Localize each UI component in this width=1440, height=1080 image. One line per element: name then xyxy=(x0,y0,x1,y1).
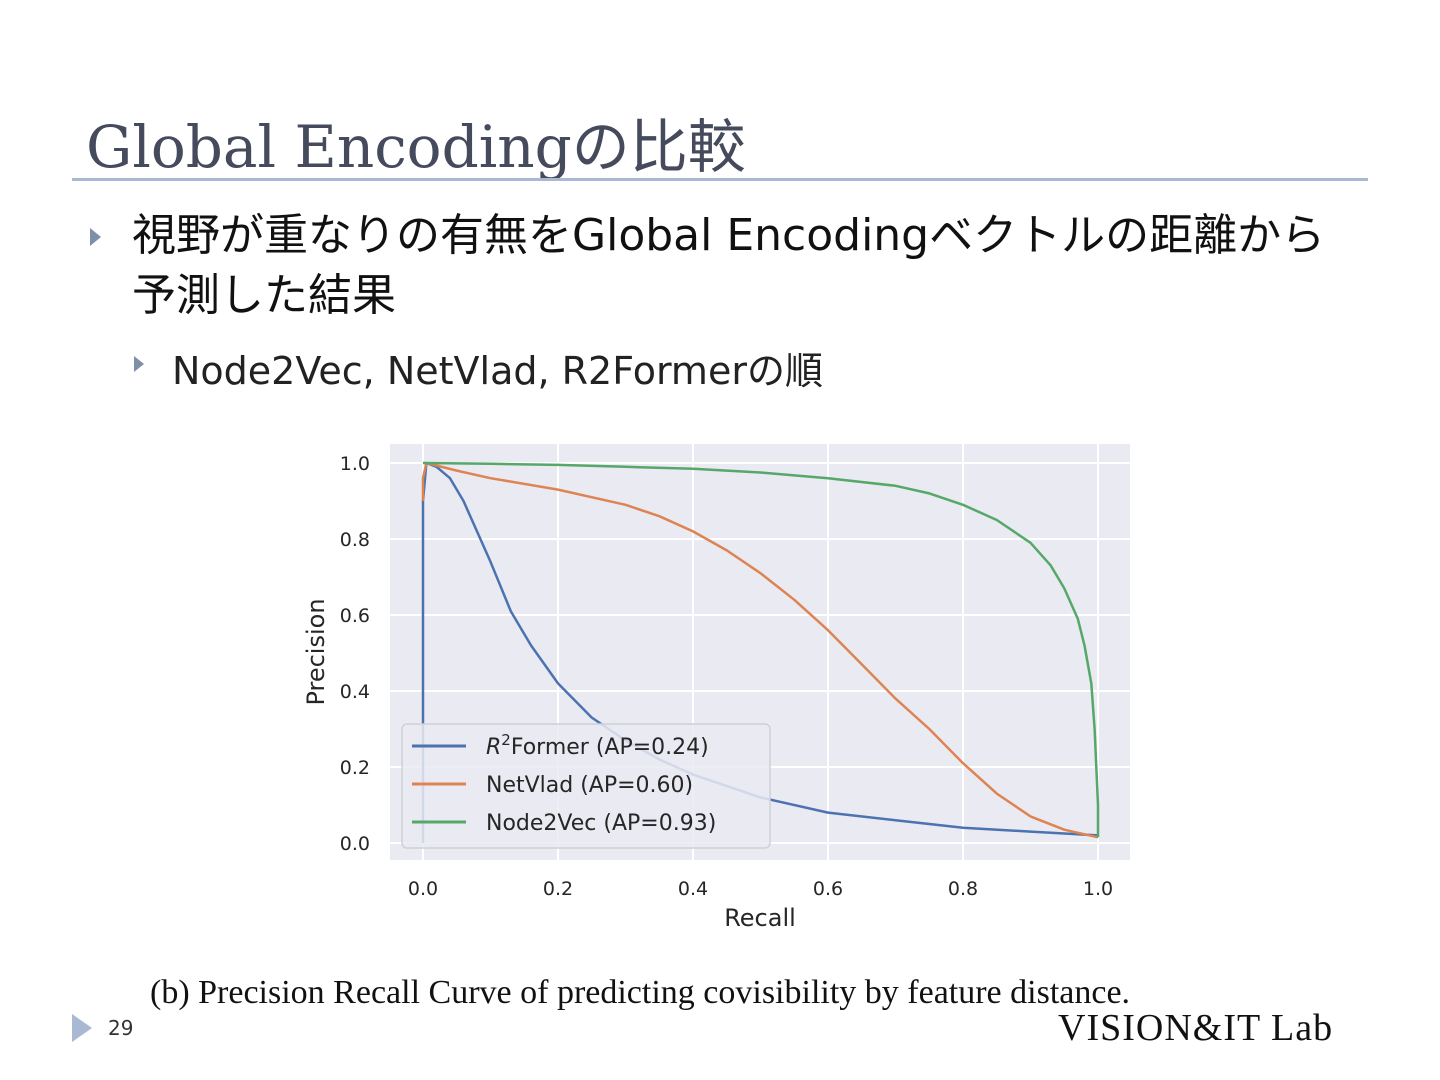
lab-logo: VISION&IT Lab xyxy=(1058,1007,1334,1049)
slide-title: Global Encodingの比較 xyxy=(86,113,746,181)
x-tick-label: 0.6 xyxy=(813,878,843,900)
footer-triangle-icon xyxy=(72,1014,92,1042)
bullet-arrow-icon xyxy=(90,228,101,246)
title-divider xyxy=(72,178,1368,181)
y-tick-label: 0.4 xyxy=(340,681,370,703)
x-axis-label: Recall xyxy=(724,904,796,932)
legend-label-0: R2Former (AP=0.24) xyxy=(486,731,709,760)
x-tick-label: 0.0 xyxy=(408,878,438,900)
y-tick-label: 0.6 xyxy=(340,605,370,627)
series-line-1 xyxy=(421,461,1099,839)
legend-label-1: NetVlad (AP=0.60) xyxy=(486,773,693,798)
y-tick-label: 0.0 xyxy=(340,833,370,855)
y-tick-label: 0.8 xyxy=(340,529,370,551)
sub-bullet-arrow-icon xyxy=(134,356,144,372)
y-tick-label: 0.2 xyxy=(340,757,370,779)
y-axis-label: Precision xyxy=(302,598,330,705)
y-tick-label: 1.0 xyxy=(340,453,370,475)
legend-box xyxy=(401,723,771,849)
series-line-2 xyxy=(422,461,1100,838)
bullet-main: 視野が重なりの有無をGlobal Encodingベクトルの距離から予測した結果 xyxy=(132,210,1326,321)
page-number: 29 xyxy=(108,1016,134,1040)
x-tick-label: 0.8 xyxy=(948,878,978,900)
x-tick-label: 0.2 xyxy=(543,878,573,900)
legend-label-2: Node2Vec (AP=0.93) xyxy=(486,811,716,836)
figure-caption: (b) Precision Recall Curve of predicting… xyxy=(150,974,1131,1011)
series-lines xyxy=(421,461,1100,843)
x-tick-label: 0.4 xyxy=(678,878,708,900)
x-tick-label: 1.0 xyxy=(1083,878,1113,900)
tick-labels: 0.0 0.2 0.4 0.6 0.8 1.0 0.0 0.2 0.4 0.6 0.8 1.0 xyxy=(340,453,1113,900)
legend: R2Former (AP=0.24) NetVlad (AP=0.60) Node2… xyxy=(401,723,771,849)
bullet-sub: Node2Vec, NetVlad, R2Formerの順 xyxy=(172,349,823,393)
